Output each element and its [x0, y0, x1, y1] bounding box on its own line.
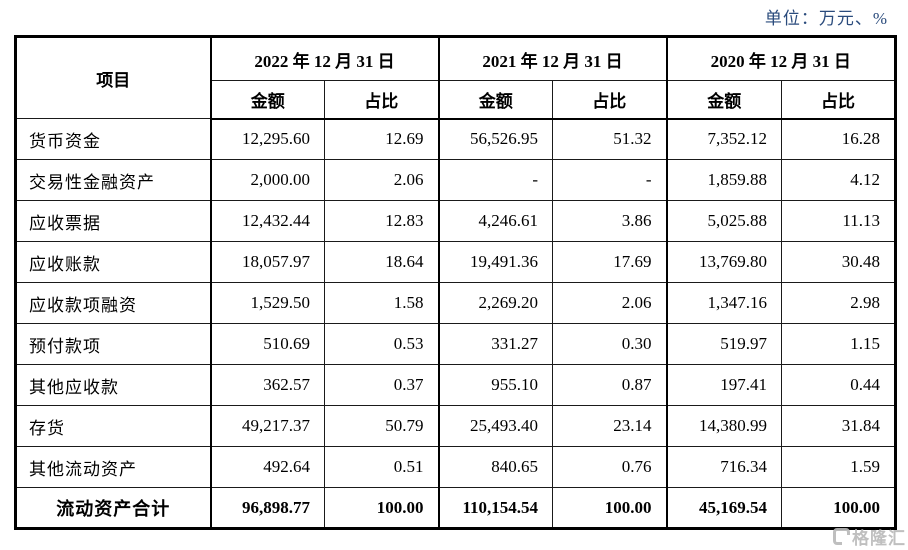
- row-value-cell: 100.00: [324, 487, 439, 529]
- row-value-cell: 1,347.16: [665, 282, 782, 324]
- table-row: 应收款项融资 1,529.50 1.58 2,269.20 2.06 1,347.16 2.…: [15, 282, 896, 324]
- row-value-cell: 0.44: [781, 364, 896, 406]
- date-header-2020: 2020 年 12 月 31 日: [665, 36, 896, 81]
- row-item-label: 预付款项: [15, 323, 211, 365]
- current-assets-table: 项目 2022 年 12 月 31 日 2021 年 12 月 31 日 202…: [14, 35, 897, 530]
- row-value-cell: 4.12: [781, 159, 896, 201]
- ratio-header-2022: 占比: [324, 80, 439, 120]
- row-value-cell: 13,769.80: [665, 241, 782, 283]
- table-body: 货币资金 12,295.60 12.69 56,526.95 51.32 7,352.12…: [15, 118, 896, 529]
- table-row: 其他应收款 362.57 0.37 955.10 0.87 197.41 0.44: [15, 364, 896, 406]
- row-item-label: 其他流动资产: [15, 446, 211, 488]
- row-value-cell: 5,025.88: [665, 200, 782, 242]
- row-item-label: 存货: [15, 405, 211, 447]
- row-value-cell: 14,380.99: [665, 405, 782, 447]
- row-value-cell: 31.84: [781, 405, 896, 447]
- row-value-cell: 3.86: [552, 200, 667, 242]
- row-value-cell: 50.79: [324, 405, 439, 447]
- amount-header-2020: 金额: [665, 80, 782, 120]
- row-value-cell: 1.15: [781, 323, 896, 365]
- gelonghui-watermark: 格隆汇: [833, 524, 906, 549]
- row-value-cell: 96,898.77: [209, 487, 325, 529]
- row-value-cell: 19,491.36: [437, 241, 553, 283]
- row-value-cell: 12.69: [324, 118, 439, 160]
- row-value-cell: -: [437, 159, 553, 201]
- row-value-cell: 519.97: [665, 323, 782, 365]
- row-value-cell: 17.69: [552, 241, 667, 283]
- row-value-cell: 0.51: [324, 446, 439, 488]
- row-value-cell: 2,000.00: [209, 159, 325, 201]
- row-value-cell: 16.28: [781, 118, 896, 160]
- row-value-cell: 12,432.44: [209, 200, 325, 242]
- table-row: 预付款项 510.69 0.53 331.27 0.30 519.97 1.15: [15, 323, 896, 365]
- row-value-cell: 1.58: [324, 282, 439, 324]
- row-item-label: 流动资产合计: [15, 487, 211, 529]
- row-value-cell: 2,269.20: [437, 282, 553, 324]
- row-value-cell: 331.27: [437, 323, 553, 365]
- gelonghui-logo-icon: [833, 528, 850, 547]
- row-item-label: 应收票据: [15, 200, 211, 242]
- table-row: 应收票据 12,432.44 12.83 4,246.61 3.86 5,025.88 11…: [15, 200, 896, 242]
- row-item-label: 应收款项融资: [15, 282, 211, 324]
- row-value-cell: 0.53: [324, 323, 439, 365]
- row-value-cell: 362.57: [209, 364, 325, 406]
- table-row: 货币资金 12,295.60 12.69 56,526.95 51.32 7,352.12…: [15, 118, 896, 160]
- row-value-cell: 2.98: [781, 282, 896, 324]
- row-value-cell: 492.64: [209, 446, 325, 488]
- row-value-cell: 955.10: [437, 364, 553, 406]
- row-value-cell: 0.30: [552, 323, 667, 365]
- row-value-cell: 4,246.61: [437, 200, 553, 242]
- row-value-cell: 0.37: [324, 364, 439, 406]
- row-value-cell: 840.65: [437, 446, 553, 488]
- row-value-cell: 11.13: [781, 200, 896, 242]
- row-value-cell: 12,295.60: [209, 118, 325, 160]
- row-item-label: 应收账款: [15, 241, 211, 283]
- row-item-label: 货币资金: [15, 118, 211, 160]
- row-value-cell: 0.76: [552, 446, 667, 488]
- row-value-cell: -: [552, 159, 667, 201]
- row-value-cell: 49,217.37: [209, 405, 325, 447]
- row-value-cell: 2.06: [552, 282, 667, 324]
- total-row: 流动资产合计 96,898.77 100.00 110,154.54 100.00 45,…: [15, 487, 896, 529]
- row-value-cell: 0.87: [552, 364, 667, 406]
- table-row: 其他流动资产 492.64 0.51 840.65 0.76 716.34 1.59: [15, 446, 896, 488]
- row-value-cell: 1.59: [781, 446, 896, 488]
- subheader-row: 金额 占比 金额 占比 金额 占比: [16, 80, 896, 120]
- row-item-label: 交易性金融资产: [15, 159, 211, 201]
- row-value-cell: 110,154.54: [437, 487, 553, 529]
- table-row: 交易性金融资产 2,000.00 2.06- -1,859.88 4.12: [15, 159, 896, 201]
- ratio-header-2020: 占比: [781, 80, 896, 120]
- row-value-cell: 56,526.95: [437, 118, 553, 160]
- row-value-cell: 25,493.40: [437, 405, 553, 447]
- row-value-cell: 1,859.88: [665, 159, 782, 201]
- row-value-cell: 30.48: [781, 241, 896, 283]
- row-value-cell: 1,529.50: [209, 282, 325, 324]
- watermark-text: 格隆汇: [852, 529, 906, 548]
- date-header-2022: 2022 年 12 月 31 日: [209, 36, 439, 81]
- row-value-cell: 45,169.54: [665, 487, 782, 529]
- row-value-cell: 197.41: [665, 364, 782, 406]
- row-value-cell: 51.32: [552, 118, 667, 160]
- row-value-cell: 100.00: [552, 487, 667, 529]
- row-value-cell: 510.69: [209, 323, 325, 365]
- unit-label: 单位：万元、%: [764, 9, 888, 28]
- table-row: 存货 49,217.37 50.79 25,493.40 23.14 14,380.99 3…: [15, 405, 896, 447]
- row-value-cell: 716.34: [665, 446, 782, 488]
- row-value-cell: 18,057.97: [209, 241, 325, 283]
- row-value-cell: 18.64: [324, 241, 439, 283]
- ratio-header-2021: 占比: [552, 80, 667, 120]
- row-item-label: 其他应收款: [15, 364, 211, 406]
- row-value-cell: 23.14: [552, 405, 667, 447]
- date-header-row: 项目 2022 年 12 月 31 日 2021 年 12 月 31 日 202…: [15, 36, 896, 119]
- row-value-cell: 7,352.12: [665, 118, 782, 160]
- date-header-2021: 2021 年 12 月 31 日: [437, 36, 667, 81]
- row-value-cell: 2.06: [324, 159, 439, 201]
- amount-header-2022: 金额: [209, 80, 325, 120]
- row-value-cell: 100.00: [781, 487, 896, 529]
- item-column-header: 项目: [15, 36, 211, 119]
- table-row: 应收账款 18,057.97 18.64 19,491.36 17.69 13,769.8…: [15, 241, 896, 283]
- amount-header-2021: 金额: [437, 80, 553, 120]
- row-value-cell: 12.83: [324, 200, 439, 242]
